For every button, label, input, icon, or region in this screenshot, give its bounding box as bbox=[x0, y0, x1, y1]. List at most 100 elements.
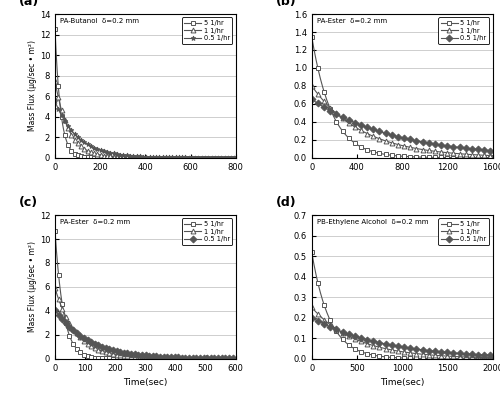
5 1/hr bbox=[228, 155, 234, 160]
5 1/hr bbox=[139, 356, 145, 361]
0.5 1/hr bbox=[139, 353, 145, 357]
5 1/hr bbox=[490, 155, 496, 160]
0.5 1/hr bbox=[457, 351, 463, 356]
1 1/hr bbox=[406, 350, 412, 355]
1 1/hr bbox=[139, 155, 145, 160]
0.5 1/hr bbox=[52, 307, 58, 312]
0.5 1/hr bbox=[485, 148, 491, 153]
0.5 1/hr bbox=[394, 344, 400, 349]
1 1/hr bbox=[490, 153, 496, 158]
0.5 1/hr bbox=[200, 155, 206, 160]
5 1/hr bbox=[138, 356, 144, 361]
5 1/hr bbox=[160, 155, 166, 160]
1 1/hr bbox=[160, 155, 166, 160]
0.5 1/hr bbox=[200, 356, 206, 361]
0.5 1/hr bbox=[396, 134, 402, 139]
5 1/hr bbox=[233, 356, 239, 361]
0.5 1/hr bbox=[138, 154, 144, 159]
Line: 5 1/hr: 5 1/hr bbox=[310, 34, 495, 160]
1 1/hr bbox=[138, 355, 144, 360]
0.5 1/hr bbox=[233, 356, 239, 361]
0.5 1/hr bbox=[485, 353, 491, 357]
1 1/hr bbox=[160, 356, 166, 361]
1 1/hr bbox=[396, 142, 402, 147]
5 1/hr bbox=[308, 249, 314, 254]
0.5 1/hr bbox=[228, 155, 234, 160]
0.5 1/hr bbox=[308, 97, 314, 102]
0.5 1/hr bbox=[490, 353, 496, 358]
5 1/hr bbox=[138, 155, 144, 160]
0.5 1/hr bbox=[228, 356, 234, 361]
5 1/hr bbox=[160, 356, 166, 361]
0.5 1/hr bbox=[308, 315, 314, 320]
5 1/hr bbox=[457, 155, 463, 160]
5 1/hr bbox=[490, 356, 496, 361]
Line: 5 1/hr: 5 1/hr bbox=[52, 27, 238, 160]
1 1/hr bbox=[394, 349, 400, 353]
5 1/hr bbox=[139, 155, 145, 160]
1 1/hr bbox=[233, 356, 239, 361]
Line: 0.5 1/hr: 0.5 1/hr bbox=[310, 315, 495, 358]
1 1/hr bbox=[228, 356, 234, 361]
5 1/hr bbox=[396, 154, 402, 158]
5 1/hr bbox=[394, 154, 400, 158]
Text: (b): (b) bbox=[276, 0, 296, 8]
5 1/hr bbox=[396, 355, 402, 360]
0.5 1/hr bbox=[394, 134, 400, 139]
Line: 1 1/hr: 1 1/hr bbox=[310, 83, 495, 158]
Line: 5 1/hr: 5 1/hr bbox=[310, 249, 495, 361]
1 1/hr bbox=[396, 349, 402, 353]
5 1/hr bbox=[52, 27, 58, 32]
5 1/hr bbox=[228, 356, 234, 361]
Text: PB-Ethylene Alcohol  δ=0.2 mm: PB-Ethylene Alcohol δ=0.2 mm bbox=[317, 219, 428, 225]
0.5 1/hr bbox=[406, 137, 412, 142]
Text: (c): (c) bbox=[19, 196, 38, 210]
Line: 0.5 1/hr: 0.5 1/hr bbox=[310, 97, 495, 153]
1 1/hr bbox=[150, 355, 156, 360]
5 1/hr bbox=[406, 154, 412, 159]
Text: (a): (a) bbox=[19, 0, 39, 8]
Text: PA-Ester  δ=0.2 mm: PA-Ester δ=0.2 mm bbox=[317, 19, 388, 25]
1 1/hr bbox=[485, 355, 491, 360]
Line: 0.5 1/hr: 0.5 1/hr bbox=[52, 99, 238, 160]
Text: (d): (d) bbox=[276, 196, 296, 210]
0.5 1/hr bbox=[457, 145, 463, 150]
X-axis label: Time(sec): Time(sec) bbox=[123, 378, 168, 387]
Y-axis label: Mass Flux (µg/sec • m²): Mass Flux (µg/sec • m²) bbox=[28, 40, 37, 131]
0.5 1/hr bbox=[396, 344, 402, 349]
5 1/hr bbox=[233, 155, 239, 160]
1 1/hr bbox=[457, 354, 463, 359]
0.5 1/hr bbox=[150, 354, 156, 359]
5 1/hr bbox=[308, 34, 314, 39]
0.5 1/hr bbox=[160, 354, 166, 359]
Legend: 5 1/hr, 1 1/hr, 0.5 1/hr: 5 1/hr, 1 1/hr, 0.5 1/hr bbox=[182, 17, 232, 44]
5 1/hr bbox=[150, 356, 156, 361]
5 1/hr bbox=[457, 356, 463, 361]
0.5 1/hr bbox=[233, 155, 239, 160]
0.5 1/hr bbox=[150, 154, 156, 159]
5 1/hr bbox=[406, 356, 412, 361]
1 1/hr bbox=[394, 142, 400, 147]
Line: 0.5 1/hr: 0.5 1/hr bbox=[52, 307, 238, 361]
1 1/hr bbox=[200, 356, 206, 361]
0.5 1/hr bbox=[416, 347, 422, 352]
1 1/hr bbox=[406, 145, 412, 150]
Line: 1 1/hr: 1 1/hr bbox=[52, 286, 238, 361]
1 1/hr bbox=[138, 155, 144, 160]
5 1/hr bbox=[394, 355, 400, 360]
1 1/hr bbox=[52, 78, 58, 83]
5 1/hr bbox=[485, 356, 491, 361]
5 1/hr bbox=[416, 356, 422, 361]
0.5 1/hr bbox=[490, 148, 496, 153]
1 1/hr bbox=[52, 286, 58, 291]
Line: 1 1/hr: 1 1/hr bbox=[310, 305, 495, 360]
1 1/hr bbox=[233, 155, 239, 160]
0.5 1/hr bbox=[160, 155, 166, 160]
5 1/hr bbox=[200, 356, 206, 361]
1 1/hr bbox=[416, 351, 422, 356]
1 1/hr bbox=[485, 153, 491, 158]
Legend: 5 1/hr, 1 1/hr, 0.5 1/hr: 5 1/hr, 1 1/hr, 0.5 1/hr bbox=[438, 17, 489, 44]
1 1/hr bbox=[308, 83, 314, 88]
Text: PA-Butanol  δ=0.2 mm: PA-Butanol δ=0.2 mm bbox=[60, 19, 140, 25]
1 1/hr bbox=[308, 305, 314, 310]
